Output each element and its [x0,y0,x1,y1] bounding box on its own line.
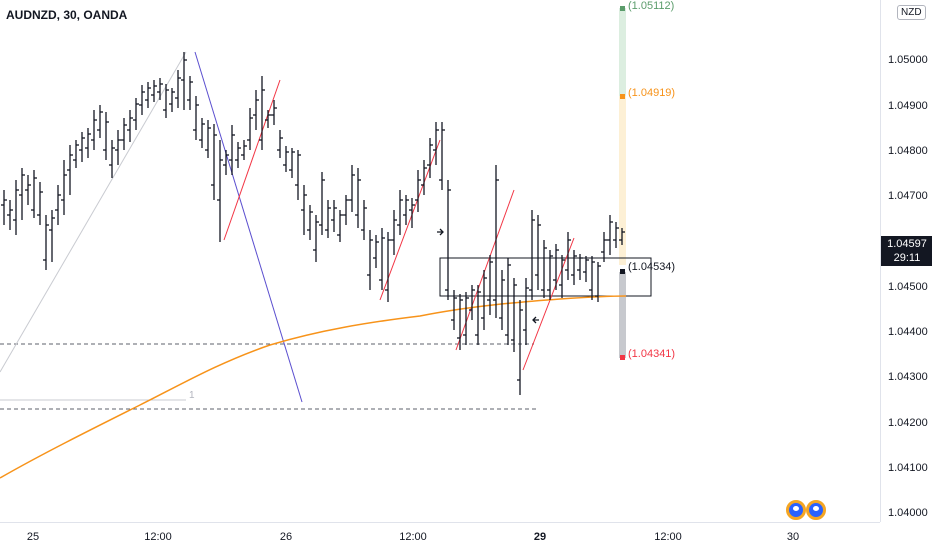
current-price: 1.04597 [887,238,927,250]
stop-price-label: (1.04341) [628,348,676,360]
stop-zone [619,272,626,358]
trend-line [194,51,303,403]
price-tick-label: 1.04500 [888,281,928,293]
price-tick-label: 1.05000 [888,54,928,66]
price-tick-label: 1.04400 [888,326,928,338]
range-box [439,257,652,297]
trend-line [455,189,515,351]
moving-average-line [0,295,627,479]
dividends-icon[interactable] [806,500,826,520]
current-price-tag: 1.04597 29:11 [881,236,932,266]
price-tick-label: 1.04000 [888,507,928,519]
mid-target-marker [620,94,625,99]
mid-target-zone [619,96,626,265]
price-tick-label: 1.04100 [888,462,928,474]
price-axis[interactable]: NZD 1.050001.049001.048001.047001.046001… [880,0,932,522]
price-tick-label: 1.04700 [888,190,928,202]
events-icon[interactable] [786,500,806,520]
arrow-icon [532,316,539,324]
mid-target-label: (1.04919) [628,87,676,99]
time-tick-label: 30 [786,531,800,543]
time-tick-label: 25 [26,531,40,543]
trend-line [223,79,281,241]
trend-line [522,237,575,371]
price-chart[interactable] [0,0,880,522]
currency-selector[interactable]: NZD [897,5,926,20]
time-tick-label: 26 [279,531,293,543]
symbol-title: AUDNZD, 30, OANDA [6,8,128,22]
time-tick-label: 29 [533,531,547,543]
arrow-icon [437,228,444,236]
time-tick-label: 12:00 [399,531,427,543]
time-tick-label: 12:00 [144,531,172,543]
price-tick-label: 1.04900 [888,100,928,112]
price-tick-label: 1.04300 [888,371,928,383]
trend-line [379,139,441,301]
time-axis[interactable]: 25 12:00 26 12:00 29 12:00 30 [0,522,880,551]
entry-marker [620,269,625,274]
price-tick-label: 1.04800 [888,145,928,157]
bar-countdown: 29:11 [893,252,921,264]
target-marker [620,6,625,11]
chart-pane[interactable]: AUDNZD, 30, OANDA (1.05112) (1.04919) (1… [0,0,880,522]
entry-price-label: (1.04534) [628,261,676,273]
trend-line [0,51,187,373]
price-tick-label: 1.04200 [888,417,928,429]
stop-marker [620,355,625,360]
target-price-label: (1.05112) [628,0,675,12]
time-tick-label: 12:00 [654,531,682,543]
drawing-count-label: 1 [189,390,195,401]
